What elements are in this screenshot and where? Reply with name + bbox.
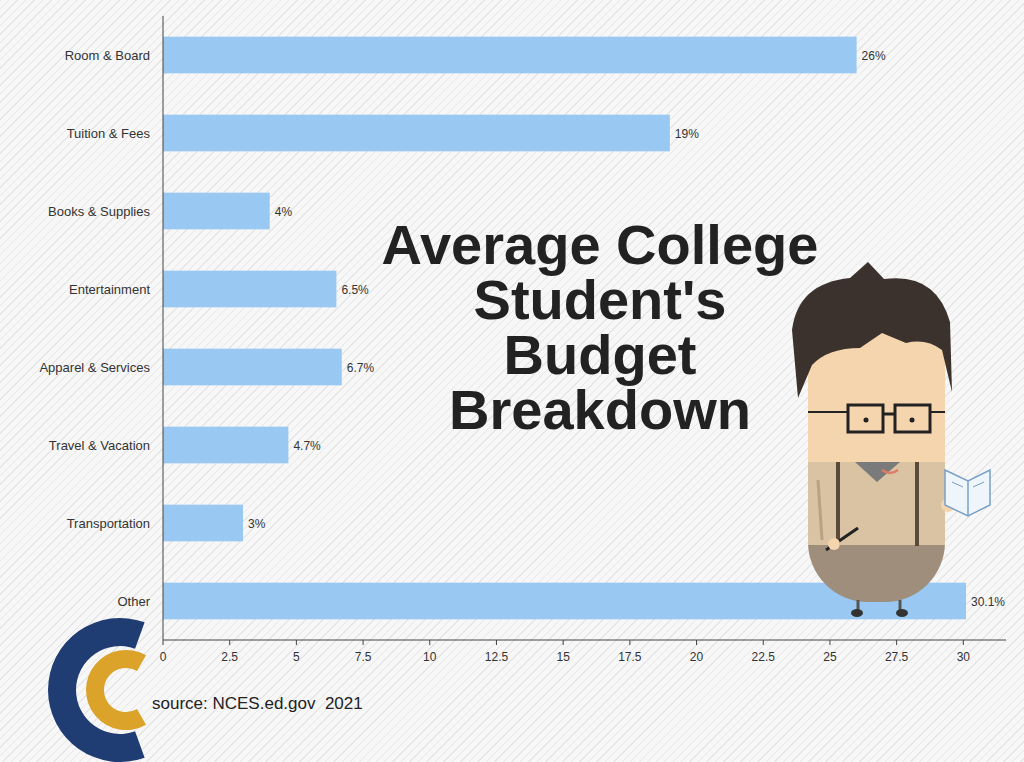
tick-label: 7.5 xyxy=(355,650,372,664)
book-spine xyxy=(967,481,969,516)
pen xyxy=(826,528,858,550)
logo-inner xyxy=(86,650,146,730)
tick-mark xyxy=(763,640,764,645)
tick-mark xyxy=(496,640,497,645)
tick-label: 15 xyxy=(556,650,570,664)
tick-mark xyxy=(696,640,697,645)
character xyxy=(0,0,1024,762)
shirt xyxy=(808,462,945,546)
eye xyxy=(864,418,869,423)
tick-label: 2.5 xyxy=(221,650,238,664)
suspender xyxy=(915,462,919,546)
category-label: Transportation xyxy=(67,516,150,531)
collar xyxy=(855,462,900,482)
book xyxy=(945,470,990,516)
bar xyxy=(163,193,270,230)
bars xyxy=(163,37,966,620)
data-label: 4% xyxy=(275,205,293,219)
tick-mark xyxy=(829,640,830,645)
tick-mark xyxy=(429,640,430,645)
tick-label: 25 xyxy=(823,650,837,664)
tick-label: 27.5 xyxy=(885,650,909,664)
category-label: Entertainment xyxy=(69,282,150,297)
category-label: Apparel & Services xyxy=(39,360,150,375)
data-label: 19% xyxy=(675,127,699,141)
bar xyxy=(163,505,243,542)
tick-label: 0 xyxy=(160,650,167,664)
source-note: source: NCES.ed.gov 2021 xyxy=(152,694,363,713)
glasses-bridge xyxy=(883,413,895,416)
data-label: 4.7% xyxy=(293,439,321,453)
tick-label: 5 xyxy=(293,650,300,664)
data-label: 26% xyxy=(862,49,886,63)
chart-title: Average College Student's Budget Breakdo… xyxy=(375,217,825,437)
tick-label: 22.5 xyxy=(752,650,776,664)
tick-mark xyxy=(629,640,630,645)
tick-mark xyxy=(229,640,230,645)
foot xyxy=(851,609,863,617)
data-label: 6.7% xyxy=(347,361,375,375)
eye xyxy=(910,418,915,423)
tick-label: 10 xyxy=(423,650,437,664)
book-line xyxy=(952,482,963,487)
data-label: 3% xyxy=(248,517,266,531)
bar xyxy=(163,37,857,74)
bar xyxy=(163,349,342,386)
labels: Room & Board 26% Tuition & Fees 19% Books & … xyxy=(39,48,1005,609)
hair xyxy=(792,262,952,398)
tick-mark xyxy=(363,640,364,645)
page: {"chart_data": {"type": "bar", "title": … xyxy=(0,0,1024,762)
arm xyxy=(818,480,822,540)
tick-label: 12.5 xyxy=(485,650,509,664)
glasses-arm xyxy=(808,411,848,413)
suspender xyxy=(836,462,840,546)
foot xyxy=(896,609,908,617)
category-label: Travel & Vacation xyxy=(49,438,150,453)
tick-label: 17.5 xyxy=(618,650,642,664)
pants xyxy=(808,545,945,602)
tick-label: 20 xyxy=(690,650,704,664)
category-label: Books & Supplies xyxy=(48,204,150,219)
glasses-arm xyxy=(930,411,945,413)
book-line xyxy=(973,482,984,487)
data-label: 6.5% xyxy=(341,283,369,297)
glasses-lens xyxy=(848,405,883,432)
tick-mark xyxy=(963,640,964,645)
category-label: Other xyxy=(117,594,150,609)
data-label: 30.1% xyxy=(971,595,1005,609)
glasses-lens xyxy=(895,405,930,432)
bar xyxy=(163,427,288,464)
mouth xyxy=(882,470,898,473)
category-label: Tuition & Fees xyxy=(67,126,151,141)
tick-mark xyxy=(163,640,164,645)
bar xyxy=(163,115,670,152)
category-label: Room & Board xyxy=(65,48,150,63)
x-axis-line xyxy=(163,640,1006,641)
tick-mark xyxy=(296,640,297,645)
bar xyxy=(163,271,336,308)
tick-label: 30 xyxy=(957,650,971,664)
y-axis-line xyxy=(163,16,164,640)
hand xyxy=(828,538,840,550)
tick-mark xyxy=(563,640,564,645)
tick-mark xyxy=(896,640,897,645)
